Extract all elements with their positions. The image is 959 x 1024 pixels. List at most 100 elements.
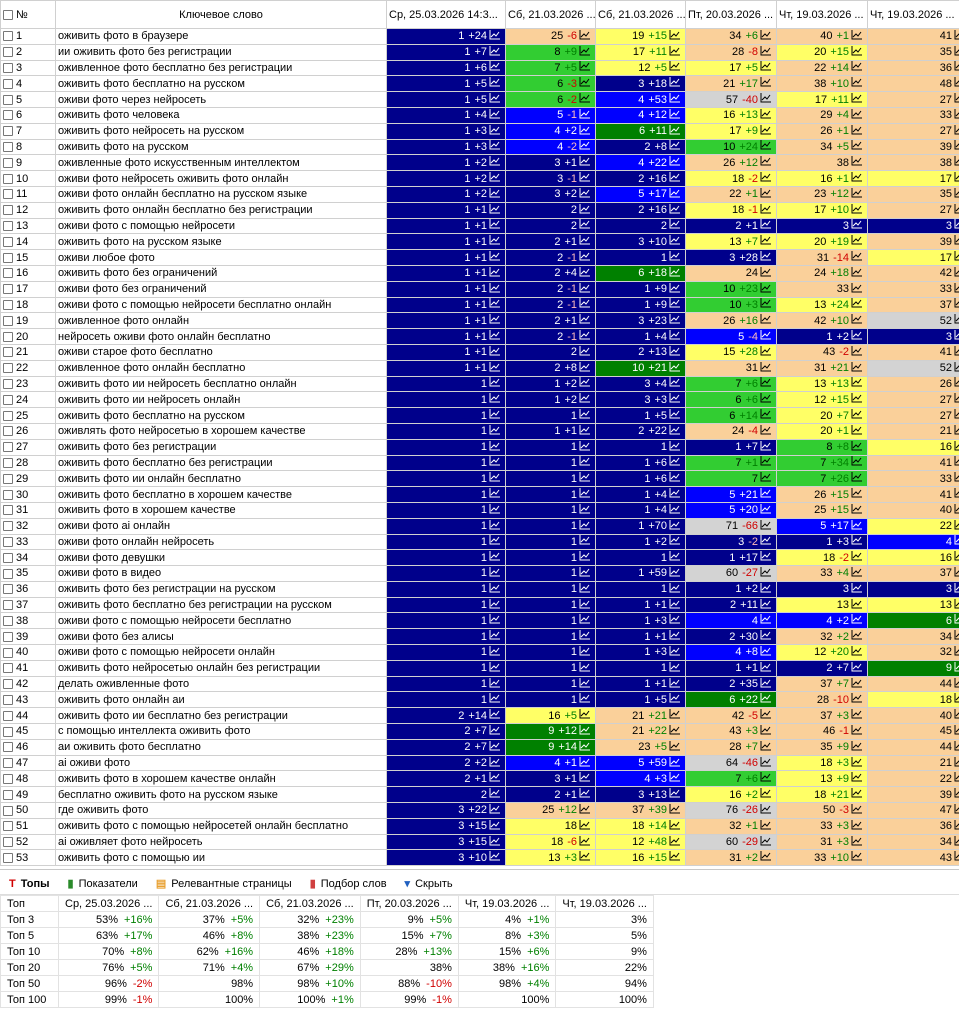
position-cell[interactable]: 6 +6 bbox=[685, 391, 777, 409]
position-cell[interactable]: 2 -1 bbox=[505, 296, 596, 314]
row-number-cell[interactable]: 15 bbox=[0, 249, 56, 266]
table-row[interactable]: 11 оживи фото онлайн бесплатно на русском… bbox=[0, 185, 959, 203]
chart-icon[interactable] bbox=[669, 124, 681, 138]
position-cell[interactable]: 3 bbox=[867, 328, 959, 345]
summary-header-date[interactable]: Чт, 19.03.2026 ... bbox=[457, 895, 557, 912]
position-cell[interactable]: 22 bbox=[867, 517, 959, 535]
row-number-cell[interactable]: 39 bbox=[0, 628, 56, 646]
position-cell[interactable]: 27 bbox=[867, 91, 959, 108]
chart-icon[interactable] bbox=[851, 108, 863, 122]
chart-icon[interactable] bbox=[851, 251, 863, 265]
position-cell[interactable]: 1 bbox=[505, 691, 596, 709]
chart-icon[interactable] bbox=[489, 251, 501, 265]
chart-icon[interactable] bbox=[851, 756, 863, 770]
position-cell[interactable]: 2 +8 bbox=[505, 359, 596, 377]
chart-icon[interactable] bbox=[760, 851, 772, 865]
chart-icon[interactable] bbox=[954, 519, 959, 533]
chart-icon[interactable] bbox=[579, 187, 591, 201]
chart-icon[interactable] bbox=[760, 835, 772, 849]
chart-icon[interactable] bbox=[954, 724, 959, 739]
chart-icon[interactable] bbox=[489, 156, 501, 170]
table-row[interactable]: 20 нейросеть оживи фото онлайн бесплатно 1… bbox=[0, 328, 959, 345]
row-number-cell[interactable]: 36 bbox=[0, 580, 56, 598]
chart-icon[interactable] bbox=[579, 219, 591, 233]
row-checkbox[interactable] bbox=[3, 173, 13, 184]
chart-icon[interactable] bbox=[669, 330, 681, 344]
row-number-cell[interactable]: 11 bbox=[0, 185, 56, 203]
position-cell[interactable]: 1 bbox=[505, 517, 596, 535]
chart-icon[interactable] bbox=[489, 519, 501, 533]
chart-icon[interactable] bbox=[851, 551, 863, 565]
position-cell[interactable]: 1 +1 bbox=[386, 201, 506, 219]
tab-tops[interactable]: T Топы bbox=[0, 874, 59, 894]
chart-icon[interactable] bbox=[579, 377, 591, 391]
row-checkbox[interactable] bbox=[3, 615, 13, 626]
chart-icon[interactable] bbox=[954, 361, 959, 375]
chart-icon[interactable] bbox=[489, 551, 501, 565]
position-cell[interactable]: 2 +1 bbox=[685, 217, 777, 235]
row-checkbox[interactable] bbox=[3, 94, 13, 105]
table-row[interactable]: 6 оживить фото человека 1 +4 5 -1 4 +12 16 +13 29 +… bbox=[0, 106, 959, 124]
position-cell[interactable]: 27 bbox=[867, 407, 959, 424]
row-number-cell[interactable]: 33 bbox=[0, 533, 56, 551]
table-row[interactable]: 53 оживить фото с помощью ии 3 +10 13 +3 16 +15… bbox=[0, 849, 959, 867]
position-cell[interactable]: 41 bbox=[867, 28, 959, 45]
position-cell[interactable]: 1 bbox=[386, 691, 506, 709]
chart-icon[interactable] bbox=[851, 835, 863, 849]
position-cell[interactable]: 4 +8 bbox=[685, 644, 777, 661]
position-cell[interactable]: 7 +26 bbox=[776, 470, 868, 488]
position-cell[interactable]: 3 bbox=[867, 580, 959, 598]
chart-icon[interactable] bbox=[669, 756, 681, 770]
chart-icon[interactable] bbox=[579, 819, 591, 833]
chart-icon[interactable] bbox=[851, 582, 863, 596]
chart-icon[interactable] bbox=[954, 251, 959, 265]
position-cell[interactable]: 1 bbox=[386, 391, 506, 409]
position-cell[interactable]: 1 bbox=[505, 628, 596, 646]
row-checkbox[interactable] bbox=[3, 31, 13, 42]
table-row[interactable]: 33 оживи фото онлайн нейросеть 1 1 1 +2 3 -2 1 +3… bbox=[0, 533, 959, 551]
position-cell[interactable]: 18 -1 bbox=[685, 201, 777, 219]
table-row[interactable]: 38 оживи фото с помощью нейросети бесплат… bbox=[0, 612, 959, 630]
chart-icon[interactable] bbox=[489, 393, 501, 407]
chart-icon[interactable] bbox=[851, 124, 863, 138]
position-cell[interactable]: 4 +1 bbox=[505, 754, 596, 772]
table-row[interactable]: 23 оживить фото ии нейросеть бесплатно он… bbox=[0, 375, 959, 393]
chart-icon[interactable] bbox=[489, 282, 501, 296]
position-cell[interactable]: 1 +5 bbox=[595, 407, 686, 424]
position-cell[interactable]: 1 bbox=[505, 675, 596, 693]
chart-icon[interactable] bbox=[851, 535, 863, 549]
chart-icon[interactable] bbox=[489, 377, 501, 391]
row-number-cell[interactable]: 51 bbox=[0, 817, 56, 835]
row-number-cell[interactable]: 30 bbox=[0, 486, 56, 503]
chart-icon[interactable] bbox=[669, 377, 681, 391]
row-checkbox[interactable] bbox=[3, 379, 13, 390]
position-cell[interactable]: 16 +1 bbox=[776, 170, 868, 187]
chart-icon[interactable] bbox=[760, 440, 772, 454]
position-cell[interactable]: 35 bbox=[867, 185, 959, 203]
position-cell[interactable]: 3 +15 bbox=[386, 817, 506, 835]
chart-icon[interactable] bbox=[851, 709, 863, 723]
position-cell[interactable]: 60 -29 bbox=[685, 833, 777, 851]
column-header-date[interactable]: Сб, 21.03.2026 ... bbox=[505, 0, 596, 29]
position-cell[interactable]: 7 +34 bbox=[776, 454, 868, 472]
position-cell[interactable]: 2 +35 bbox=[685, 675, 777, 693]
chart-icon[interactable] bbox=[579, 630, 591, 644]
row-number-cell[interactable]: 38 bbox=[0, 612, 56, 630]
row-number-cell[interactable]: 22 bbox=[0, 359, 56, 377]
chart-icon[interactable] bbox=[669, 298, 681, 312]
row-checkbox[interactable] bbox=[3, 584, 13, 595]
chart-icon[interactable] bbox=[954, 488, 959, 502]
row-number-cell[interactable]: 49 bbox=[0, 786, 56, 804]
chart-icon[interactable] bbox=[954, 393, 959, 407]
chart-icon[interactable] bbox=[579, 756, 591, 770]
chart-icon[interactable] bbox=[579, 788, 591, 802]
chart-icon[interactable] bbox=[669, 345, 681, 359]
chart-icon[interactable] bbox=[760, 614, 772, 628]
chart-icon[interactable] bbox=[954, 345, 959, 359]
position-cell[interactable]: 64 -46 bbox=[685, 754, 777, 772]
chart-icon[interactable] bbox=[851, 156, 863, 170]
position-cell[interactable]: 1 bbox=[595, 438, 686, 456]
position-cell[interactable]: 1 bbox=[386, 438, 506, 456]
chart-icon[interactable] bbox=[579, 124, 591, 138]
chart-icon[interactable] bbox=[669, 361, 681, 375]
